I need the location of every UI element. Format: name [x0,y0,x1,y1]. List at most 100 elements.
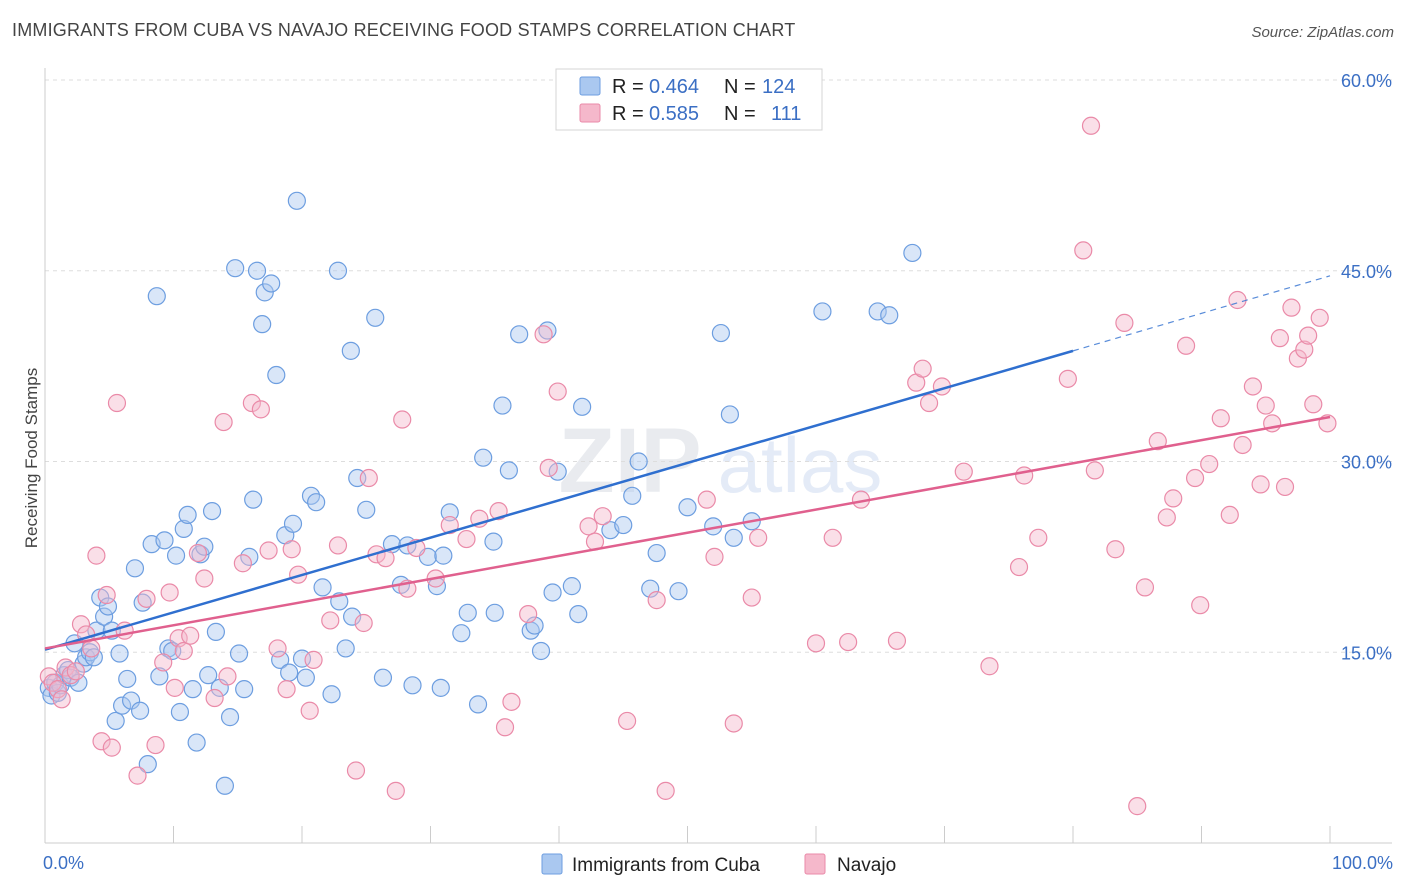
trend-lines [44,275,1331,651]
data-point [656,781,675,800]
data-point [839,632,858,652]
data-point [484,532,503,551]
data-point [336,639,355,658]
data-point [95,607,114,626]
data-point [242,393,261,413]
chart-title: IMMIGRANTS FROM CUBA VS NAVAJO RECEIVING… [12,20,796,40]
data-point [813,302,832,321]
data-point [593,507,612,526]
data-point [868,302,887,321]
data-point [1304,395,1323,414]
bottom-legend-label-blue: Immigrants from Cuba [572,855,760,876]
data-point [1275,477,1295,497]
data-point [669,582,688,601]
trend-line-cuba [44,349,1074,651]
legend-r-value-blue: 0.464 [649,76,699,98]
data-point [1128,797,1147,816]
data-point [106,711,125,731]
data-point [724,714,743,733]
data-point [440,503,459,522]
data-point [705,547,724,566]
data-point [711,323,731,343]
data-point [178,505,197,525]
data-point [525,616,544,635]
data-point [220,708,240,727]
data-point [71,615,91,634]
tick-labels: 15.0% 30.0% 45.0% 60.0% 0.0% 100.0% [43,71,1393,873]
data-point [235,680,254,699]
data-point [980,657,999,676]
data-point [181,626,200,645]
y-tick-label: 60.0% [1341,71,1392,91]
data-point [110,644,129,663]
data-point [354,613,373,633]
data-point [137,589,156,608]
data-point [641,579,660,598]
data-point [562,577,581,596]
legend-swatch-pink [579,103,601,123]
data-point [742,588,761,607]
data-point [346,761,366,780]
data-point [539,458,558,477]
data-point [1288,349,1307,368]
data-point [1015,466,1034,485]
bottom-legend-swatch-pink [804,853,826,875]
data-point [262,274,281,293]
trend-line-navajo [44,415,1331,650]
data-point [107,393,127,413]
data-point [431,678,450,697]
data-point [48,680,67,699]
data-point [1282,298,1301,317]
data-point [531,641,551,661]
data-point [233,554,252,573]
data-point [1243,377,1263,396]
data-point [573,397,592,416]
data-point [386,781,405,800]
data-point [277,680,296,699]
data-point [1085,461,1104,480]
data-point [1185,468,1205,488]
data-point [697,490,716,509]
data-point [188,543,208,563]
data-point [720,405,740,424]
data-point [1191,596,1210,615]
data-point [357,500,376,519]
data-point [226,259,245,278]
data-point [174,519,193,538]
data-point [218,667,237,686]
data-point [647,543,666,563]
data-point [259,541,278,560]
data-point [112,696,132,715]
data-point [87,546,106,565]
data-point [280,663,299,682]
data-point [296,668,315,687]
data-point [1157,508,1176,527]
data-point [1211,409,1230,428]
data-point [1081,116,1101,135]
legend-swatch-blue [579,76,601,96]
y-axis-title: Receiving Food Stamps [22,368,41,548]
bottom-legend-label-pink: Navajo [837,855,896,876]
data-point [154,653,173,672]
x-tick-label: 100.0% [1332,853,1393,873]
data-point [880,306,899,325]
data-point [510,325,529,344]
data-point [247,261,267,280]
data-point [328,536,348,555]
data-point [183,680,202,699]
data-point [548,462,567,481]
data-point [215,776,234,795]
data-point [1270,329,1289,348]
data-point [1106,540,1125,559]
data-point [307,493,326,512]
data-point [393,410,412,429]
data-point [138,755,157,774]
source-label: Source: ZipAtlas.com [1251,24,1394,41]
data-point [322,685,341,704]
data-point [313,578,332,597]
data-point [255,283,274,302]
data-point [282,540,301,559]
legend-r-label: R = [612,103,644,125]
data-point [229,644,249,663]
